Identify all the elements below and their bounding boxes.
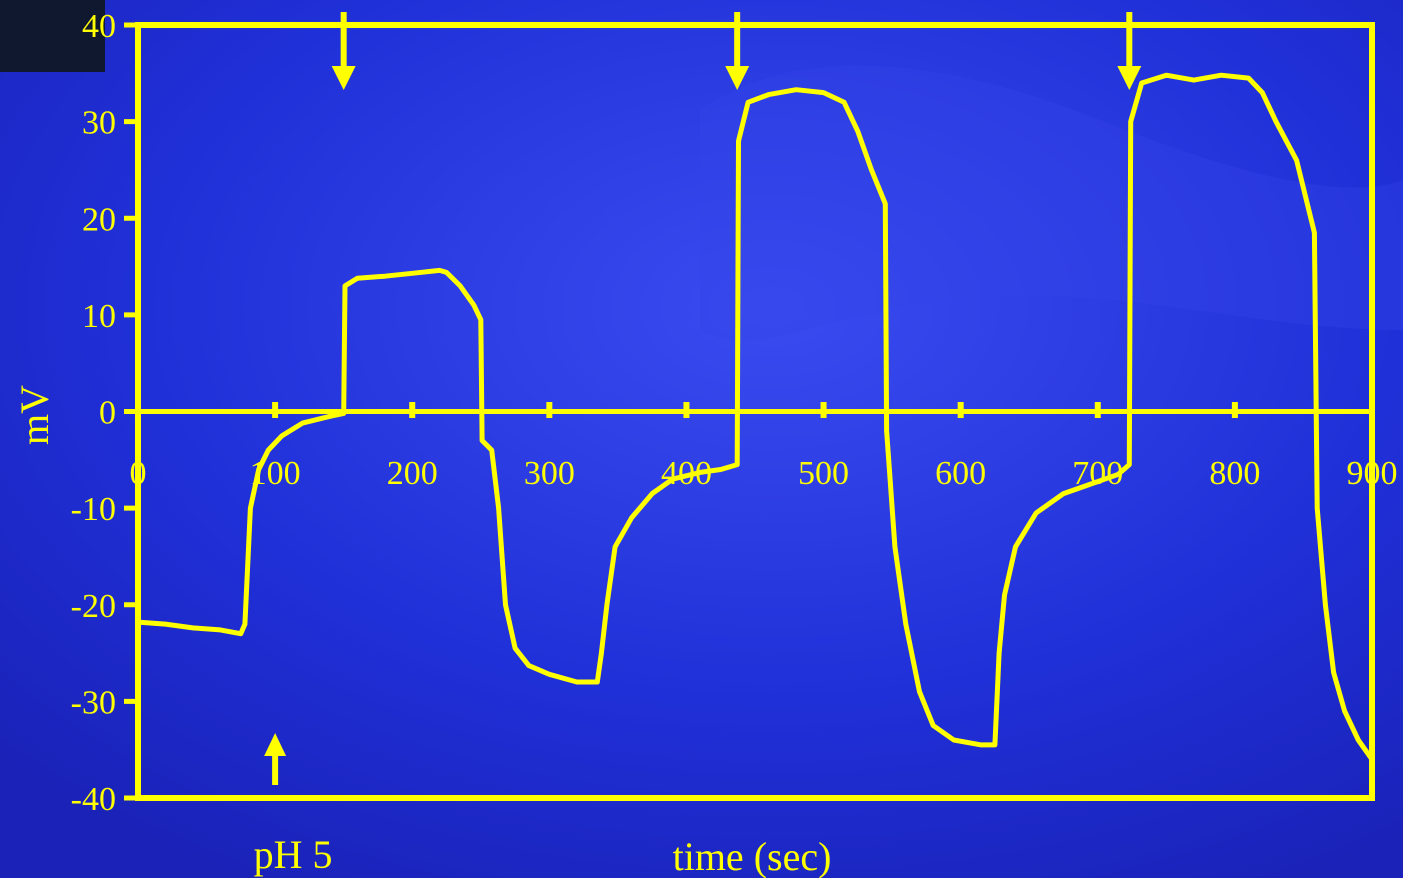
y-tick-label: -10 [71, 491, 116, 528]
annotations: pH 5 [254, 12, 1142, 877]
x-tick-label: 600 [935, 455, 986, 492]
background-blob [700, 65, 1403, 341]
corner-image-fragment [0, 0, 105, 72]
series-line [137, 72, 1375, 761]
x-axis-title: time (sec) [673, 834, 832, 878]
x-tick-label: 500 [798, 455, 849, 492]
y-tick-label: 10 [82, 298, 116, 335]
y-tick-label: -40 [71, 781, 116, 818]
x-tick-label: 900 [1347, 455, 1398, 492]
up-arrow-head [264, 733, 287, 756]
x-tick-label: 200 [387, 455, 438, 492]
down-arrow-head [1117, 66, 1142, 90]
y-tick-label: -20 [71, 588, 116, 625]
y-tick-label: 0 [99, 395, 116, 432]
down-arrow-head [331, 66, 356, 90]
y-tick-label: -30 [71, 684, 116, 721]
down-arrow-head [725, 66, 750, 90]
ph-annotation-label: pH 5 [254, 832, 333, 877]
x-tick-label: 0 [130, 455, 147, 492]
y-tick-label: 30 [82, 105, 116, 142]
y-axis-title: mV [12, 385, 57, 445]
x-tick-label: 800 [1209, 455, 1260, 492]
x-tick-label: 300 [524, 455, 575, 492]
y-tick-label: 40 [82, 8, 116, 45]
series-lines [137, 72, 1375, 761]
y-tick-label: 20 [82, 201, 116, 238]
y-axis: 40 30 20 10 0 -10 -20 -30 -40 [71, 8, 138, 818]
